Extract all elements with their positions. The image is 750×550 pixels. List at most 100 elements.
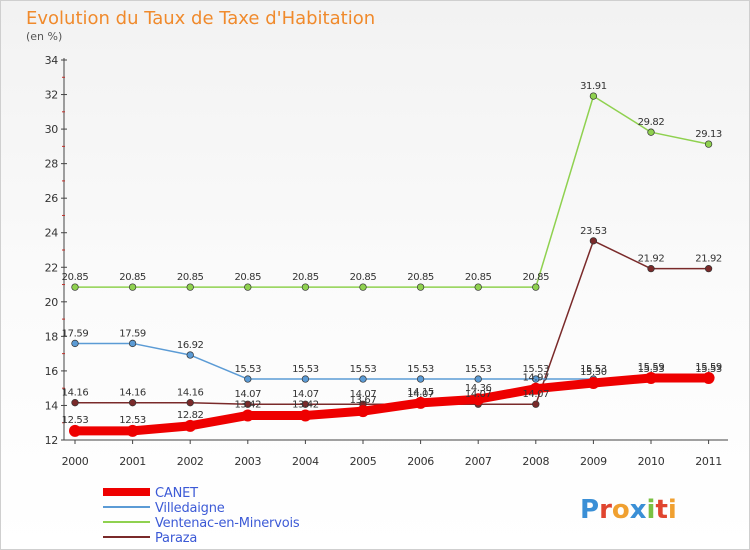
data-label-paraza: 14.07 bbox=[292, 389, 319, 400]
data-point-canet bbox=[587, 377, 600, 389]
data-point-paraza bbox=[532, 400, 540, 408]
data-label-villedaigne: 15.53 bbox=[695, 364, 722, 375]
data-point-villedaigne bbox=[71, 339, 79, 348]
x-tick-label: 2011 bbox=[695, 455, 722, 468]
data-point-ventenac-en-minervois bbox=[244, 283, 252, 291]
x-tick-label: 2003 bbox=[234, 455, 261, 468]
legend-label-villedaigne: Villedaigne bbox=[155, 501, 225, 516]
series-line-villedaigne bbox=[74, 342, 710, 380]
data-label-canet: 13.67 bbox=[350, 395, 377, 406]
x-tick-label: 2000 bbox=[62, 455, 89, 468]
y-tick-label: 18 bbox=[45, 330, 59, 343]
data-label-canet: 14.36 bbox=[465, 383, 492, 394]
x-tick-label: 2005 bbox=[350, 455, 377, 468]
data-label-villedaigne: 15.53 bbox=[580, 364, 607, 375]
data-point-canet bbox=[357, 405, 369, 418]
data-label-paraza: 21.92 bbox=[638, 254, 665, 265]
series-lines bbox=[69, 92, 715, 437]
x-tick-label: 2008 bbox=[522, 455, 549, 468]
chart-subtitle: (en %) bbox=[26, 30, 62, 43]
y-tick-label: 24 bbox=[45, 227, 59, 240]
y-tick-label: 28 bbox=[45, 158, 59, 171]
data-point-canet bbox=[299, 409, 312, 422]
x-tick-label: 2007 bbox=[465, 455, 492, 468]
data-point-ventenac-en-minervois bbox=[359, 283, 367, 291]
series-line-canet bbox=[70, 373, 714, 436]
data-point-ventenac-en-minervois bbox=[301, 283, 310, 291]
data-label-paraza: 14.07 bbox=[234, 389, 261, 400]
data-point-ventenac-en-minervois bbox=[71, 283, 79, 291]
data-label-canet: 14.15 bbox=[407, 387, 434, 398]
data-point-ventenac-en-minervois bbox=[589, 92, 598, 100]
data-point-villedaigne bbox=[416, 375, 425, 383]
data-label-ventenac-en-minervois: 20.85 bbox=[62, 272, 89, 283]
data-label-ventenac-en-minervois: 20.85 bbox=[292, 272, 319, 283]
data-label-ventenac-en-minervois: 29.82 bbox=[638, 117, 665, 128]
data-point-villedaigne bbox=[532, 375, 540, 383]
data-point-paraza bbox=[647, 265, 655, 273]
data-label-paraza: 14.16 bbox=[119, 388, 146, 399]
data-label-villedaigne: 15.53 bbox=[522, 364, 549, 375]
data-point-paraza bbox=[301, 400, 310, 408]
data-point-canet bbox=[241, 409, 254, 422]
data-label-canet: 15.59 bbox=[695, 362, 722, 373]
proxiti-logo-text: Proxiti bbox=[580, 495, 677, 525]
data-label-ventenac-en-minervois: 20.85 bbox=[177, 272, 204, 283]
data-label-canet: 15.59 bbox=[638, 362, 665, 373]
data-label-canet: 12.53 bbox=[119, 415, 146, 426]
data-point-paraza bbox=[589, 237, 598, 245]
data-point-villedaigne bbox=[359, 375, 367, 383]
data-label-ventenac-en-minervois: 20.85 bbox=[119, 272, 146, 283]
y-tick-label: 16 bbox=[45, 365, 59, 378]
data-point-ventenac-en-minervois bbox=[186, 283, 194, 291]
legend: CANETVilledaigneVentenac-en-MinervoisPar… bbox=[103, 486, 300, 546]
data-label-ventenac-en-minervois: 20.85 bbox=[407, 272, 434, 283]
data-label-paraza: 23.53 bbox=[580, 226, 607, 237]
y-tick-label: 20 bbox=[45, 296, 59, 309]
series-line-ventenac-en-minervois bbox=[74, 95, 710, 288]
data-label-villedaigne: 15.53 bbox=[638, 364, 665, 375]
data-label-canet: 13.42 bbox=[234, 399, 261, 410]
data-label-ventenac-en-minervois: 31.91 bbox=[580, 81, 607, 92]
data-point-canet bbox=[529, 382, 542, 395]
y-tick-label: 32 bbox=[45, 89, 58, 102]
x-tick-label: 2002 bbox=[177, 455, 204, 468]
data-point-ventenac-en-minervois bbox=[704, 140, 713, 148]
data-label-villedaigne: 15.53 bbox=[465, 364, 492, 375]
legend-label-ventenac-en-minervois: Ventenac-en-Minervois bbox=[155, 516, 300, 531]
x-tick-label: 2006 bbox=[407, 455, 434, 468]
data-label-canet: 15.30 bbox=[580, 367, 607, 378]
data-label-villedaigne: 17.59 bbox=[119, 328, 146, 339]
legend-label-paraza: Paraza bbox=[155, 531, 197, 546]
x-tick-label: 2010 bbox=[638, 455, 665, 468]
data-point-ventenac-en-minervois bbox=[647, 128, 655, 136]
data-label-ventenac-en-minervois: 20.85 bbox=[522, 272, 549, 283]
data-point-canet bbox=[645, 371, 657, 384]
data-label-ventenac-en-minervois: 29.13 bbox=[695, 129, 722, 140]
data-label-paraza: 14.16 bbox=[62, 388, 89, 399]
data-point-villedaigne bbox=[128, 339, 137, 348]
data-point-villedaigne bbox=[244, 375, 252, 383]
data-point-paraza bbox=[128, 399, 137, 407]
data-point-canet bbox=[702, 371, 715, 384]
data-label-paraza: 14.07 bbox=[350, 389, 377, 400]
axes: 12 14 16 18 20 22 24 26 28 30 32 34 2000 2001 2002 2003… bbox=[45, 54, 728, 468]
data-label-canet: 12.82 bbox=[177, 410, 204, 421]
data-point-villedaigne bbox=[301, 375, 310, 383]
data-label-canet: 12.53 bbox=[62, 415, 89, 426]
data-point-paraza bbox=[704, 265, 713, 273]
data-point-ventenac-en-minervois bbox=[416, 283, 425, 291]
data-point-canet bbox=[414, 396, 427, 409]
data-label-paraza: 14.07 bbox=[407, 389, 434, 400]
data-label-ventenac-en-minervois: 20.85 bbox=[465, 272, 492, 283]
y-tick-label: 12 bbox=[45, 434, 58, 447]
data-point-paraza bbox=[71, 399, 79, 407]
x-tick-label: 2001 bbox=[119, 455, 146, 468]
data-point-canet bbox=[126, 424, 139, 437]
y-tick-label: 34 bbox=[45, 54, 59, 67]
data-point-ventenac-en-minervois bbox=[474, 283, 482, 291]
x-tick-label: 2004 bbox=[292, 455, 319, 468]
data-point-ventenac-en-minervois bbox=[128, 283, 137, 291]
data-label-paraza: 14.07 bbox=[465, 389, 492, 400]
